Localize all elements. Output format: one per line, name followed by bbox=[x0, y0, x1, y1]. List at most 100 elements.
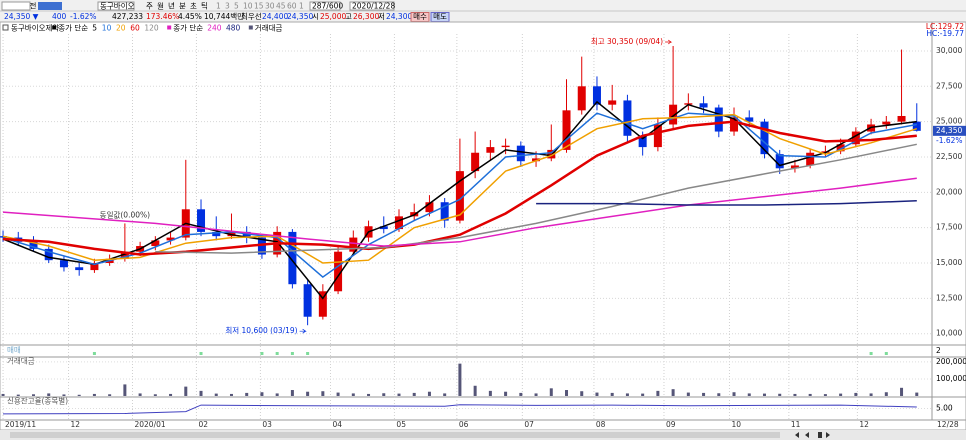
period-button[interactable]: 년 bbox=[168, 1, 175, 11]
candle-body bbox=[257, 237, 266, 255]
candle-body bbox=[44, 248, 53, 261]
moving-average-line bbox=[2, 177, 917, 247]
buy-button-text[interactable]: 매수 bbox=[413, 12, 427, 21]
candle-body bbox=[303, 284, 312, 317]
last-price-box bbox=[933, 125, 966, 136]
volume-ratio: 173.46% bbox=[146, 12, 179, 21]
interval-button[interactable]: 60 bbox=[287, 2, 297, 11]
candle-body bbox=[455, 171, 464, 221]
period-button[interactable]: 초 bbox=[190, 2, 197, 11]
signal-mark bbox=[884, 352, 888, 355]
volume-bar bbox=[656, 390, 660, 396]
date-field-text[interactable]: 2020/12/28 bbox=[352, 2, 395, 11]
candle-body bbox=[836, 144, 845, 152]
volume-bar bbox=[229, 393, 233, 396]
candle-body bbox=[806, 152, 815, 166]
y-tick-label: 5.00 bbox=[936, 404, 953, 413]
scale-label: LC:129.72 bbox=[926, 22, 964, 31]
volume-bar bbox=[47, 393, 51, 396]
volume-bar bbox=[92, 393, 96, 396]
last-price-label: 24,350 bbox=[936, 126, 962, 135]
menu-button[interactable] bbox=[1, 1, 31, 11]
candle-body bbox=[638, 135, 647, 148]
candle-body bbox=[197, 209, 206, 232]
candle-body bbox=[501, 145, 510, 148]
volume-bar bbox=[900, 387, 904, 396]
volume-bar bbox=[184, 386, 188, 396]
candle-body bbox=[577, 86, 586, 111]
signal-mark bbox=[306, 352, 310, 355]
volume-bar bbox=[717, 393, 721, 396]
candle-body bbox=[151, 240, 160, 247]
signal-mark bbox=[199, 352, 203, 355]
candle-body bbox=[166, 237, 175, 241]
scroll-controls[interactable] bbox=[795, 432, 830, 438]
scroll-thumb[interactable] bbox=[10, 432, 780, 438]
volume-bar bbox=[793, 393, 797, 396]
panel-title: 거래대금 bbox=[7, 357, 35, 366]
signal-mark bbox=[92, 352, 96, 355]
interval-button[interactable]: 3 bbox=[225, 2, 230, 11]
annotation: 최저 10,600 (03/19) bbox=[225, 325, 297, 335]
volume: 427,233 bbox=[112, 12, 143, 21]
period-button[interactable]: 주 bbox=[146, 2, 153, 11]
x-tick-label: 12 bbox=[71, 420, 81, 429]
mode-button[interactable]: 전 bbox=[30, 1, 37, 11]
moving-average-line bbox=[2, 120, 917, 256]
volume-bar bbox=[77, 394, 81, 396]
volume-bar bbox=[671, 389, 675, 396]
candle-body bbox=[790, 165, 799, 169]
interval-button[interactable]: 45 bbox=[276, 2, 286, 11]
period-button[interactable]: 월 bbox=[157, 1, 164, 11]
candle-body bbox=[714, 107, 723, 132]
interval-button[interactable]: 1 bbox=[216, 2, 221, 11]
volume-bar bbox=[245, 392, 249, 396]
candle-body bbox=[90, 263, 99, 271]
volume-bar bbox=[884, 392, 888, 396]
volume-bar bbox=[1, 393, 5, 396]
volume-bar bbox=[336, 392, 340, 396]
interval-button[interactable]: 5 bbox=[234, 2, 239, 11]
count-field[interactable] bbox=[309, 1, 341, 11]
candle-body bbox=[760, 121, 769, 155]
count-field-text[interactable]: 287/600 bbox=[312, 2, 343, 11]
stock-name[interactable]: 동구바이오 bbox=[100, 1, 135, 11]
candle-body bbox=[532, 158, 541, 162]
candle-body bbox=[882, 121, 891, 125]
sell-button-text[interactable]: 매도 bbox=[433, 12, 447, 21]
interval-button[interactable]: 10 bbox=[243, 2, 253, 11]
date-field[interactable] bbox=[349, 1, 395, 11]
volume-bar bbox=[762, 393, 766, 396]
candle-body bbox=[562, 110, 571, 150]
x-tick-label: 07 bbox=[524, 420, 534, 429]
volume-bar bbox=[382, 393, 386, 396]
ask: 24,400 bbox=[262, 12, 288, 21]
legend-entry: 5 bbox=[92, 24, 97, 33]
candle-body bbox=[288, 231, 297, 285]
name-field[interactable] bbox=[97, 1, 135, 11]
candle-body bbox=[212, 231, 221, 237]
volume-bar bbox=[778, 393, 782, 396]
period-button[interactable]: 틱 bbox=[201, 1, 208, 11]
candle-body bbox=[912, 121, 921, 131]
period-button[interactable]: 분 bbox=[179, 2, 186, 11]
annotation: 동일값(0.00%) bbox=[100, 210, 150, 219]
interval-button[interactable]: 1 bbox=[299, 2, 304, 11]
x-tick-label: 06 bbox=[459, 420, 469, 429]
candle-body bbox=[897, 115, 906, 122]
y-tick-label: 200,000 bbox=[936, 357, 966, 366]
legend-marker bbox=[2, 24, 9, 31]
candle-body bbox=[425, 202, 434, 213]
interval-button[interactable]: 30 bbox=[265, 2, 275, 11]
code-field[interactable] bbox=[38, 2, 62, 10]
volume-bar bbox=[32, 394, 36, 396]
interval-button[interactable]: 15 bbox=[254, 2, 264, 11]
candle-body bbox=[75, 267, 84, 271]
candle-body bbox=[29, 241, 38, 249]
change-rate: -1.62% bbox=[70, 12, 97, 21]
volume-bar bbox=[260, 392, 264, 396]
candle-body bbox=[516, 145, 525, 162]
x-tick-label: 08 bbox=[596, 420, 606, 429]
